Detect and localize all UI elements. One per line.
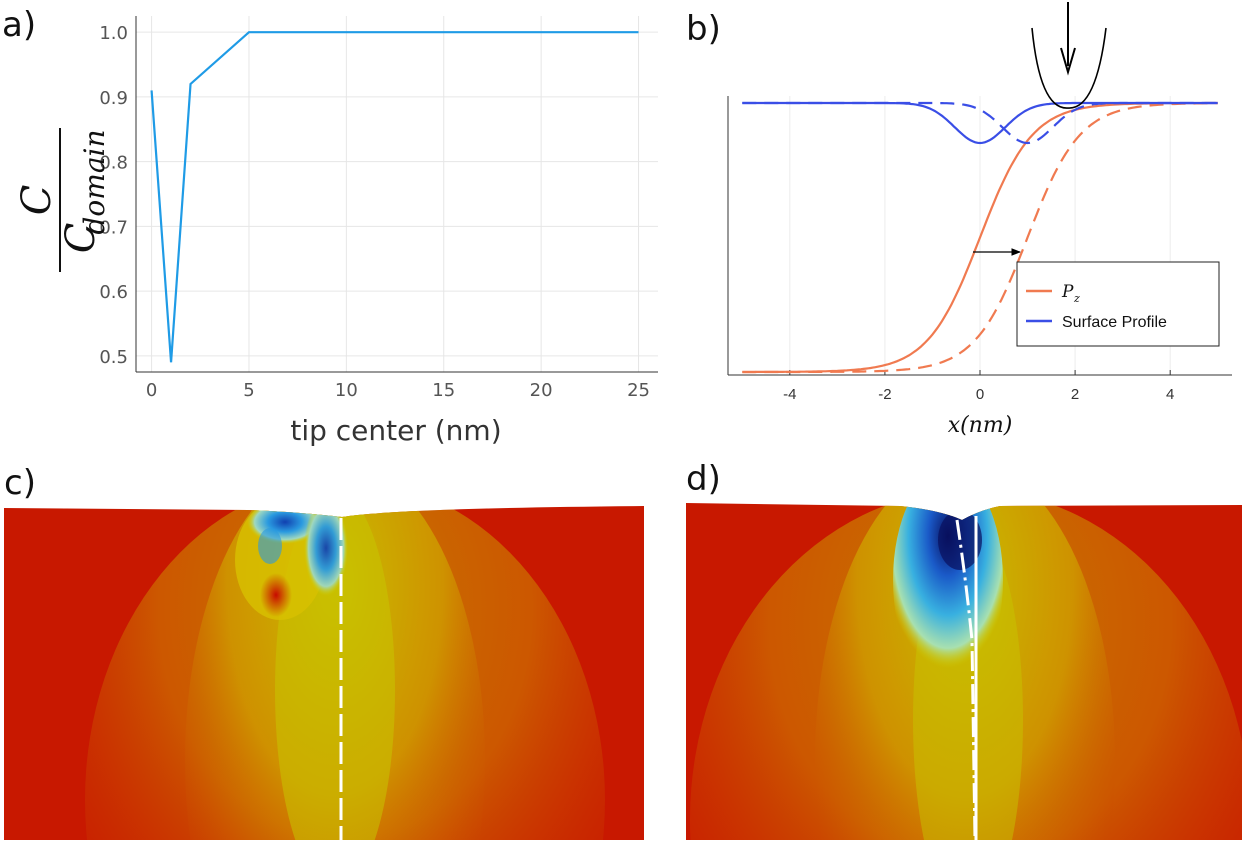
indent-arrow-head-icon [1060, 47, 1076, 76]
x-tick-label: 4 [1166, 386, 1174, 403]
panel-b-xlabel: x(nm) [948, 413, 1013, 438]
panel-a-plot [150, 31, 639, 363]
panel-a: a) 0 5 10 15 20 25 1.0 0.9 0.8 0.7 0.6 0.5 tip cent… [2, 5, 658, 447]
panel-c-label: c) [4, 463, 36, 503]
panel-c-heatmap [4, 506, 644, 840]
panel-a-ylabel-denominator: C [58, 223, 104, 254]
panel-a-label: a) [2, 5, 36, 45]
panel-d: d) [686, 459, 1242, 841]
x-tick-label: 15 [432, 380, 455, 401]
x-tick-label: 0 [976, 386, 984, 403]
panel-a-ylabel-subscript: domain [78, 129, 111, 234]
panel-b-ticks: -4 -2 0 2 4 [727, 96, 1232, 403]
x-tick-label: 20 [530, 380, 553, 401]
y-tick-label: 1.0 [99, 23, 128, 44]
x-tick-label: -4 [783, 386, 796, 403]
x-tick-label: 25 [627, 380, 650, 401]
series-line [742, 101, 1218, 145]
panel-d-domain-wall-dashed [955, 519, 977, 841]
legend-box [1016, 261, 1220, 347]
x-tick-label: 0 [146, 380, 157, 401]
panel-b-legend: P z Surface Profile [1016, 261, 1220, 347]
y-tick-label: 0.8 [99, 153, 128, 174]
legend-label-surface: Surface Profile [1062, 314, 1167, 331]
panel-b-plot [742, 101, 1218, 374]
panel-a-ticks: 0 5 10 15 20 25 1.0 0.9 0.8 0.7 0.6 0.5 [99, 16, 658, 401]
x-tick-label: -2 [878, 386, 891, 403]
y-tick-label: 0.7 [99, 217, 128, 238]
panel-c: c) [4, 463, 644, 840]
series-line [742, 102, 1218, 374]
panel-b: b) -4 -2 0 2 4 P z Surface Profile x(nm) [686, 2, 1232, 438]
y-tick-label: 0.9 [99, 88, 128, 109]
x-tick-label: 2 [1071, 386, 1079, 403]
panel-a-ylabel-numerator: C [14, 185, 60, 216]
panel-d-label: d) [686, 459, 721, 499]
panel-d-heatmap [686, 503, 1242, 840]
legend-label-pz-subscript: z [1073, 292, 1080, 305]
legend-label-pz: P [1061, 282, 1074, 302]
panel-a-ylabel: C C domain [14, 128, 111, 272]
panel-b-label: b) [686, 9, 721, 49]
x-tick-label: 10 [335, 380, 358, 401]
x-tick-label: 5 [243, 380, 254, 401]
y-tick-label: 0.6 [99, 282, 128, 303]
y-tick-label: 0.5 [99, 347, 128, 368]
series-line [150, 31, 639, 363]
afm-tip-icon [1031, 27, 1107, 109]
panel-a-grid [136, 16, 658, 372]
panel-a-xlabel: tip center (nm) [290, 414, 501, 447]
